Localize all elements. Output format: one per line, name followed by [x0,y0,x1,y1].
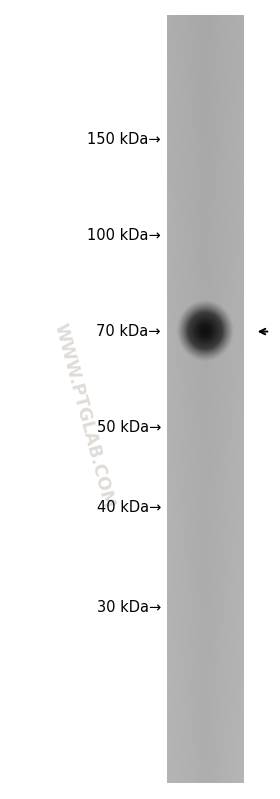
Text: 70 kDa→: 70 kDa→ [97,324,161,339]
Text: WWW.PTGLAB.COM: WWW.PTGLAB.COM [51,321,117,510]
Text: 30 kDa→: 30 kDa→ [97,600,161,614]
Text: 100 kDa→: 100 kDa→ [87,229,161,243]
Text: 40 kDa→: 40 kDa→ [97,500,161,515]
Text: 150 kDa→: 150 kDa→ [87,133,161,147]
Text: 50 kDa→: 50 kDa→ [97,420,161,435]
